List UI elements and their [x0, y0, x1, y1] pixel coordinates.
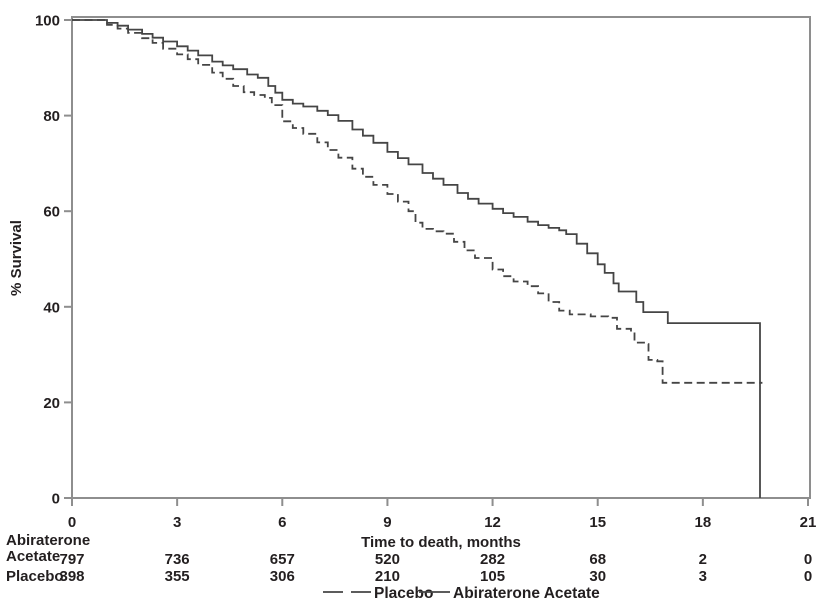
survival-curve-abiraterone-acetate: [72, 19, 761, 498]
at-risk-value: 306: [270, 568, 295, 585]
legend-abiraterone-label: Abiraterone Acetate: [453, 585, 600, 602]
survival-curves: [72, 19, 763, 498]
at-risk-value: 797: [59, 551, 84, 568]
x-tick-label: 15: [589, 514, 606, 531]
at-risk-value: 30: [589, 568, 606, 585]
at-risk-value: 398: [59, 568, 84, 585]
at-risk-value: 0: [804, 568, 812, 585]
x-axis-title: Time to death, months: [361, 534, 521, 551]
x-tick-label: 18: [695, 514, 712, 531]
at-risk-value: 2: [699, 551, 707, 568]
y-axis-title: % Survival: [8, 220, 25, 296]
at-risk-value: 355: [165, 568, 190, 585]
y-tick-label: 80: [43, 108, 60, 125]
plot-frame: [71, 16, 811, 499]
at-risk-label-placebo: Placebo: [6, 568, 64, 585]
x-tick-label: 6: [278, 514, 286, 531]
at-risk-value: 657: [270, 551, 295, 568]
x-tick-label: 3: [173, 514, 181, 531]
at-risk-value: 3: [699, 568, 707, 585]
x-tick-label: 21: [800, 514, 817, 531]
at-risk-label-abiraterone-line2: Acetate: [6, 548, 60, 565]
at-risk-value: 105: [480, 568, 505, 585]
at-risk-value: 0: [804, 551, 812, 568]
at-risk-value: 520: [375, 551, 400, 568]
y-tick-label: 0: [52, 491, 60, 508]
legend: Placebo Abiraterone Acetate: [323, 585, 600, 602]
at-risk-value: 282: [480, 551, 505, 568]
x-tick-label: 12: [484, 514, 501, 531]
axis-ticks: 100 80 60 40 20 00 3 6 9 12 15 18 21: [35, 13, 816, 532]
survival-curve-placebo: [72, 19, 763, 384]
y-tick-label: 60: [43, 204, 60, 221]
at-risk-value: 736: [165, 551, 190, 568]
legend-placebo-label: Placebo: [374, 585, 433, 602]
at-risk-value: 68: [589, 551, 606, 568]
x-tick-label: 9: [383, 514, 391, 531]
x-tick-label: 0: [68, 514, 76, 531]
y-tick-label: 20: [43, 395, 60, 412]
at-risk-label-abiraterone-line1: Abiraterone: [6, 532, 90, 549]
y-tick-label: 100: [35, 13, 60, 30]
at-risk-value: 210: [375, 568, 400, 585]
y-tick-label: 40: [43, 299, 60, 316]
